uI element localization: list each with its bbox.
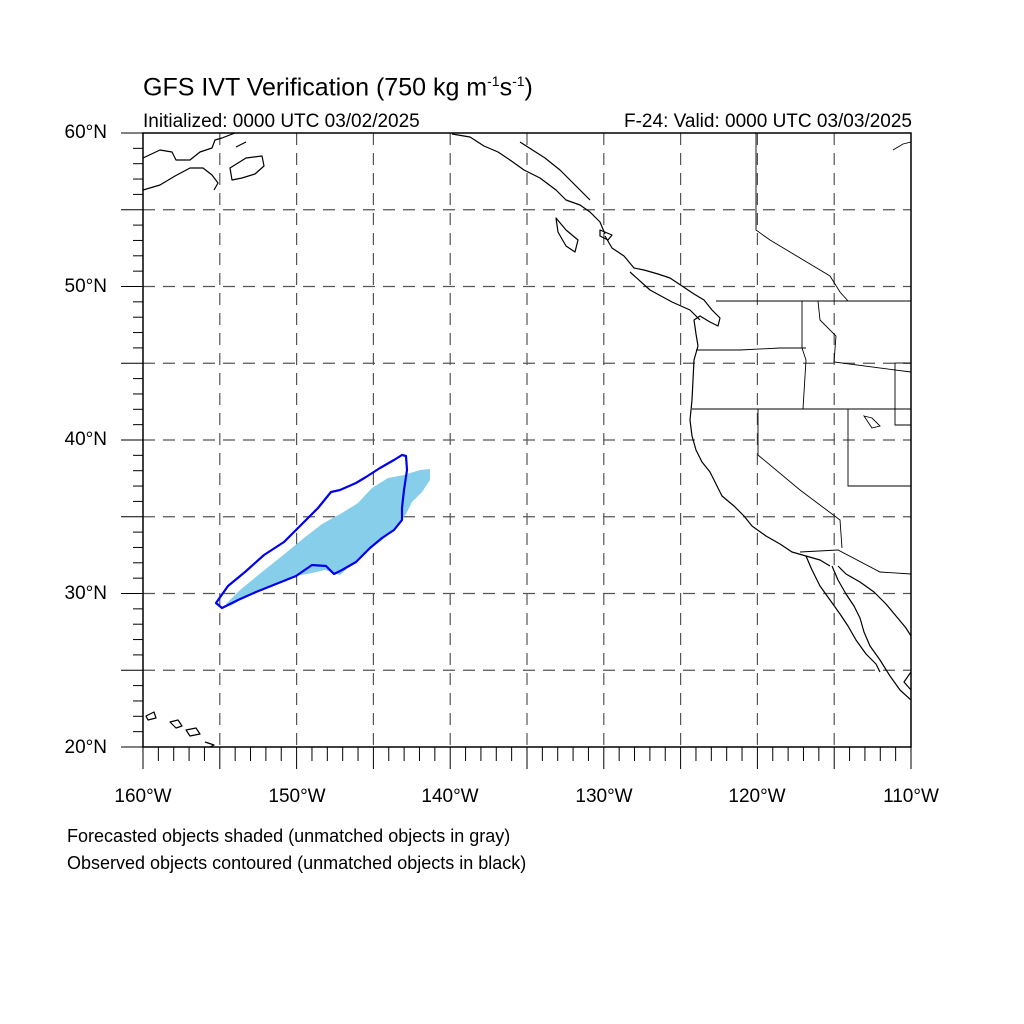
gridlines (143, 133, 911, 747)
coastlines (143, 133, 911, 747)
lat-label-30n: 30°N (64, 583, 107, 604)
lat-label-40n: 40°N (64, 429, 107, 450)
lon-label-140w: 140°W (421, 786, 479, 807)
lon-label-130w: 130°W (575, 786, 633, 807)
note-observed: Observed objects contoured (unmatched ob… (67, 853, 527, 873)
lon-label-160w: 160°W (114, 786, 172, 807)
note-forecast: Forecasted objects shaded (unmatched obj… (67, 826, 511, 846)
initialized-time: Initialized: 0000 UTC 03/02/2025 (143, 111, 420, 132)
valid-time: F-24: Valid: 0000 UTC 03/03/2025 (624, 111, 912, 132)
lat-label-60n: 60°N (64, 122, 107, 143)
forecast-object (226, 469, 430, 606)
lon-label-110w: 110°W (883, 786, 939, 807)
lat-label-50n: 50°N (64, 276, 107, 297)
lon-label-150w: 150°W (268, 786, 326, 807)
observed-object (214, 453, 409, 610)
political-borders (692, 133, 911, 575)
map-title: GFS IVT Verification (750 kg m-1s-1) (143, 73, 533, 102)
lon-label-120w: 120°W (728, 786, 786, 807)
axis-ticks (121, 132, 912, 769)
lat-label-20n: 20°N (64, 737, 107, 758)
